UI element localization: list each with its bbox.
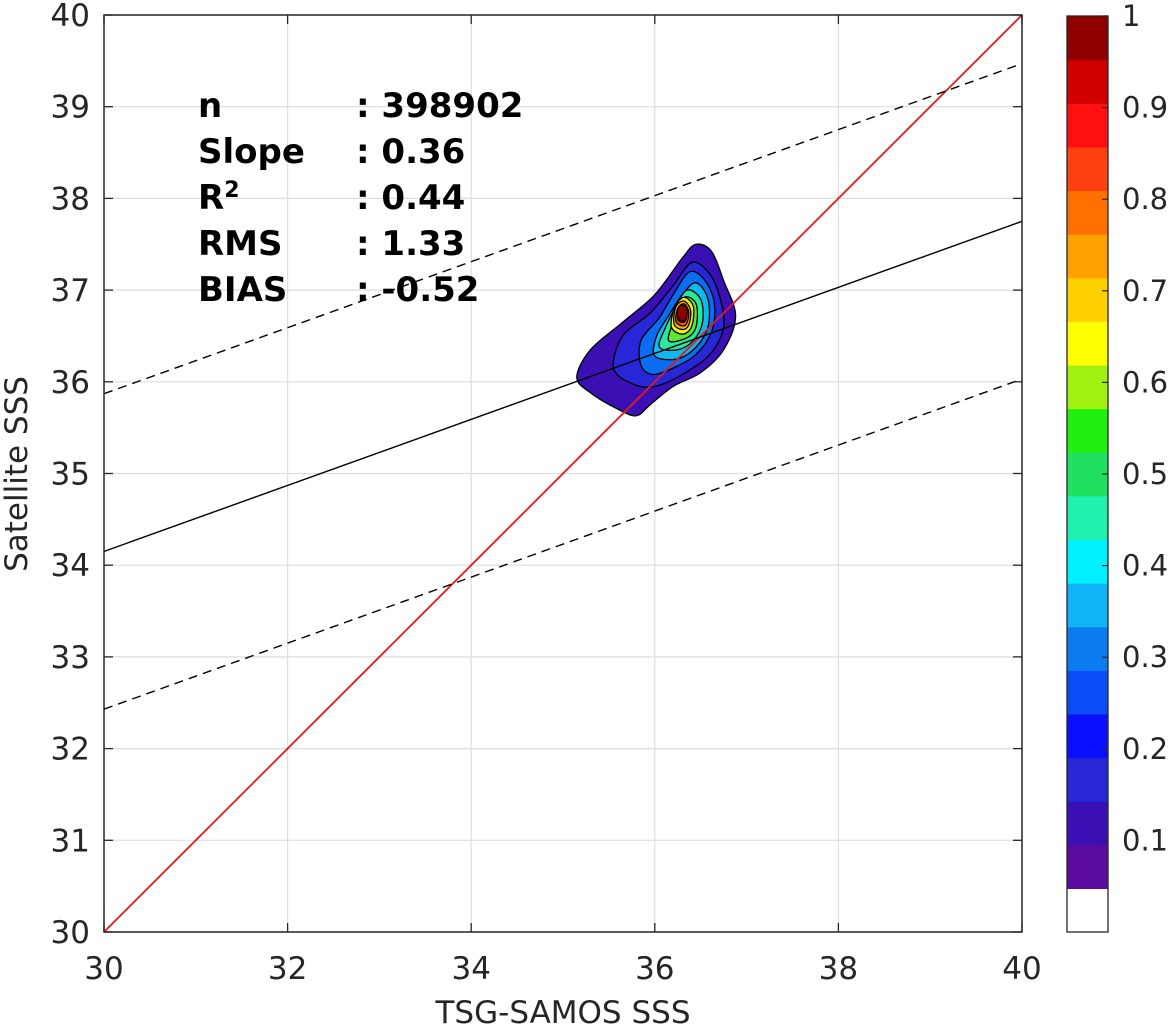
y-tick-label: 40 bbox=[51, 0, 90, 34]
colorbar-segment bbox=[1067, 364, 1108, 410]
x-tick-label: 36 bbox=[635, 951, 674, 987]
colorbar-tick-label: 0.2 bbox=[1122, 732, 1168, 766]
colorbar-segment bbox=[1067, 583, 1108, 628]
y-tick-label: 33 bbox=[51, 640, 90, 676]
colorbar-tick-label: 1 bbox=[1122, 0, 1140, 33]
fit-line bbox=[104, 220, 1022, 553]
stat-value: : 0.36 bbox=[356, 132, 465, 172]
colorbar-segment bbox=[1067, 801, 1108, 846]
fit-lower-line bbox=[104, 378, 1022, 710]
colorbar-segment bbox=[1067, 103, 1108, 148]
colorbar-segment bbox=[1067, 626, 1108, 671]
x-tick-label: 40 bbox=[1002, 951, 1041, 987]
stat-value: : -0.52 bbox=[356, 270, 479, 310]
y-tick-label: 37 bbox=[51, 273, 90, 309]
stat-label: RMS bbox=[198, 224, 283, 264]
stat-value: : 398902 bbox=[356, 86, 523, 126]
y-tick-label: 30 bbox=[51, 915, 90, 951]
y-tick-label: 34 bbox=[51, 548, 90, 584]
colorbar-segment bbox=[1067, 844, 1108, 889]
y-axis-title: Satellite SSS bbox=[0, 376, 35, 572]
colorbar-tick-label: 0.6 bbox=[1122, 365, 1168, 399]
colorbar-segment bbox=[1067, 408, 1108, 453]
y-tick-label: 35 bbox=[51, 457, 90, 493]
colorbar-segment bbox=[1067, 146, 1108, 192]
colorbar-tick-label: 0.1 bbox=[1122, 823, 1168, 857]
x-tick-label: 30 bbox=[84, 951, 123, 987]
stat-superscript: 2 bbox=[224, 178, 239, 203]
colorbar-segment bbox=[1067, 670, 1108, 715]
density-peak bbox=[676, 304, 688, 322]
colorbar-segment bbox=[1067, 16, 1108, 61]
colorbar-segment bbox=[1067, 495, 1108, 541]
one-to-one-line bbox=[104, 15, 1022, 932]
y-tick-label: 38 bbox=[51, 181, 90, 217]
colorbar: 0.1 0.2 0.3 0.4 0.5 0.6 0.7 0.8 0.9 1 bbox=[1066, 0, 1168, 933]
stat-label: Slope bbox=[198, 132, 305, 172]
stat-label: BIAS bbox=[198, 270, 287, 310]
colorbar-segment bbox=[1067, 234, 1108, 279]
colorbar-tick-label: 0.5 bbox=[1122, 457, 1168, 491]
x-tick-label: 38 bbox=[819, 951, 858, 987]
y-tick-label: 31 bbox=[51, 823, 90, 859]
axes: 30 32 34 36 38 40 30 31 32 33 34 35 36 37 38 39 40 bbox=[51, 0, 1042, 987]
colorbar-segment bbox=[1067, 59, 1108, 104]
x-tick-label: 32 bbox=[268, 951, 307, 987]
colorbar-segment bbox=[1067, 277, 1108, 322]
regression-lines bbox=[104, 15, 1022, 932]
stat-value: : 1.33 bbox=[356, 224, 465, 264]
density-contours bbox=[576, 243, 737, 417]
colorbar-segment bbox=[1067, 539, 1108, 584]
colorbar-tick-label: 0.3 bbox=[1122, 640, 1168, 674]
colorbar-tick-label: 0.4 bbox=[1122, 549, 1168, 583]
colorbar-segment bbox=[1067, 713, 1108, 759]
colorbar-segment bbox=[1067, 190, 1108, 235]
colorbar-segment bbox=[1067, 757, 1108, 802]
colorbar-tick-label: 0.9 bbox=[1122, 91, 1168, 125]
x-axis-title: TSG-SAMOS SSS bbox=[435, 995, 691, 1028]
y-tick-label: 32 bbox=[51, 732, 90, 768]
colorbar-segment bbox=[1067, 321, 1108, 366]
y-tick-label: 36 bbox=[51, 365, 90, 401]
stat-label: n bbox=[198, 86, 222, 126]
x-tick-label: 34 bbox=[451, 951, 490, 987]
y-tick-label: 39 bbox=[51, 90, 90, 126]
fit-upper-line bbox=[104, 62, 1022, 395]
grid bbox=[103, 14, 1023, 933]
colorbar-tick-label: 0.7 bbox=[1122, 274, 1168, 308]
colorbar-segment bbox=[1067, 888, 1108, 933]
stat-value: : 0.44 bbox=[356, 178, 465, 218]
colorbar-tick-label: 0.8 bbox=[1122, 182, 1168, 216]
colorbar-segment bbox=[1067, 452, 1108, 497]
